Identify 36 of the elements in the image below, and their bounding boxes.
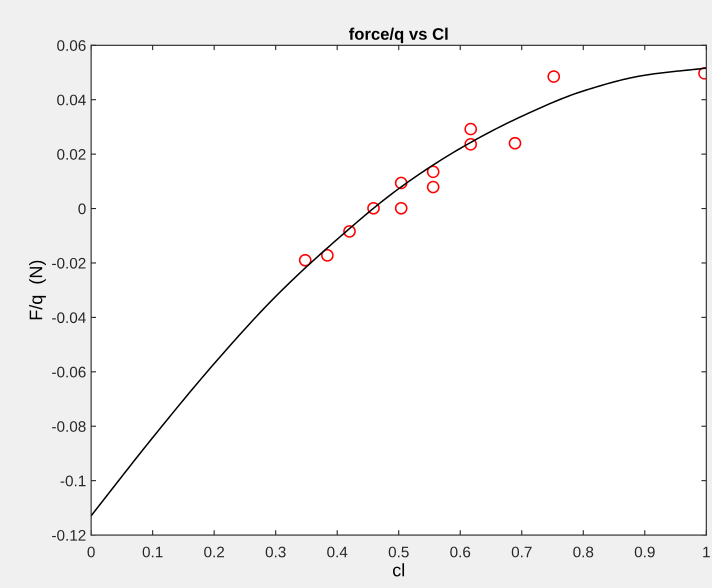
x-tick-label: 0.3 [266, 546, 286, 558]
point [343, 225, 356, 238]
y-axis-title: F/q (N) [29, 260, 46, 320]
x-tick-label: 0.7 [512, 546, 532, 558]
y-tick-label: -0.02 [52, 258, 86, 269]
x-tick-label: 0.5 [388, 546, 409, 558]
point [321, 249, 334, 262]
point [508, 136, 522, 150]
x-tick-label: 0.2 [204, 546, 224, 558]
point [426, 165, 440, 178]
y-tick-label: 0.04 [57, 94, 86, 106]
point [298, 254, 312, 267]
point [464, 122, 478, 136]
point [464, 138, 478, 151]
x-tick-label: 0.1 [142, 546, 163, 558]
y-tick-label: -0.1 [60, 476, 86, 486]
x-tick-label: 1 [703, 546, 710, 558]
x-axis-title: cl [392, 563, 404, 576]
x-tick-label: 0 [87, 546, 95, 558]
y-tick-label: -0.08 [52, 421, 86, 432]
y-tick-label: -0.12 [52, 530, 86, 541]
y-tick-label: 0.06 [57, 40, 86, 51]
point [394, 202, 408, 215]
x-tick-label: 0.8 [573, 546, 594, 558]
y-tick-label: 0.02 [57, 148, 86, 160]
y-tick-label: 0 [78, 203, 86, 214]
y-tick-label: -0.06 [52, 366, 86, 378]
point [367, 202, 380, 215]
x-tick-label: 0.4 [327, 546, 348, 558]
y-tick-label: -0.04 [52, 312, 86, 324]
x-tick-label: 0.9 [634, 546, 655, 558]
x-tick-label: 0.6 [450, 546, 470, 558]
point [394, 176, 408, 190]
chart-title: force/q vs Cl [348, 28, 448, 44]
point [547, 70, 560, 83]
point [426, 180, 440, 194]
